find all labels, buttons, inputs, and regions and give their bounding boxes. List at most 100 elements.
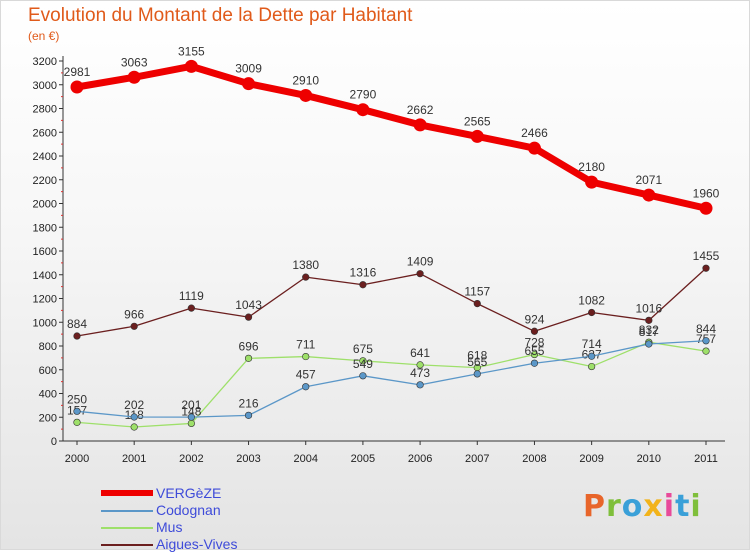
data-label: 549: [353, 357, 373, 371]
chart-title: Evolution du Montant de la Dette par Hab…: [28, 5, 413, 26]
data-point: [585, 175, 599, 189]
data-point: [244, 354, 253, 362]
data-label: 2180: [578, 160, 605, 174]
data-point: [473, 300, 481, 308]
data-label: 714: [582, 337, 602, 351]
data-label: 2565: [464, 114, 491, 128]
x-tick-label: 2005: [351, 453, 375, 465]
series-line: [76, 340, 707, 418]
data-point: [73, 407, 81, 415]
data-point: [416, 270, 424, 278]
y-tick-label: 1600: [33, 246, 57, 258]
y-tick-label: 2000: [33, 199, 57, 211]
x-tick-label: 2008: [522, 453, 546, 465]
data-label: 966: [124, 307, 144, 321]
logo-letter: r: [606, 489, 622, 524]
data-point: [302, 352, 310, 361]
data-point: [588, 352, 596, 360]
legend-label: VERGèZE: [156, 485, 222, 501]
data-label: 844: [696, 322, 716, 336]
data-point: [642, 188, 656, 202]
data-label: 3155: [178, 44, 205, 58]
data-point: [244, 313, 253, 321]
x-tick-label: 2004: [293, 453, 317, 465]
data-point: [470, 129, 484, 143]
data-point: [699, 201, 713, 215]
data-point: [70, 80, 84, 94]
data-point: [702, 264, 710, 272]
data-label: 3063: [121, 55, 148, 69]
logo-letter: o: [621, 489, 644, 524]
data-label: 711: [296, 338, 315, 352]
series-line: [76, 62, 707, 212]
data-point: [242, 77, 256, 91]
data-label: 216: [239, 396, 259, 410]
y-tick-label: 3200: [33, 56, 57, 68]
data-label: 1157: [464, 285, 490, 299]
data-label: 1016: [635, 301, 662, 315]
y-tick-label: 1200: [33, 294, 57, 306]
y-tick-label: 2600: [33, 127, 57, 139]
y-tick-label: 2200: [33, 175, 57, 187]
data-label: 618: [467, 349, 487, 363]
data-label: 832: [639, 323, 659, 337]
legend-swatch: [101, 544, 153, 546]
data-point: [302, 383, 310, 391]
data-point: [73, 418, 81, 426]
data-label: 250: [67, 392, 87, 406]
data-label: 148: [181, 404, 201, 418]
data-point: [473, 370, 481, 378]
data-label: 1960: [693, 186, 720, 200]
y-tick-label: 1000: [33, 317, 57, 329]
data-label: 2662: [407, 103, 434, 117]
data-label: 1455: [693, 249, 720, 263]
logo-letter: t: [675, 489, 691, 524]
data-label: 696: [239, 339, 259, 353]
data-point: [359, 357, 367, 365]
data-point: [356, 103, 370, 117]
data-point: [527, 141, 541, 155]
data-label: 457: [296, 368, 316, 382]
y-tick-label: 600: [39, 365, 57, 377]
x-tick-label: 2011: [694, 453, 718, 465]
data-label: 202: [124, 398, 144, 412]
data-label: 728: [524, 336, 544, 350]
x-tick-label: 2007: [465, 453, 489, 465]
legend-label: Mus: [156, 519, 183, 535]
data-point: [187, 304, 195, 312]
data-label: 473: [410, 366, 430, 380]
data-label: 2466: [521, 126, 548, 140]
data-point: [359, 281, 367, 289]
y-tick-label: 200: [39, 412, 57, 424]
data-point: [530, 359, 539, 367]
legend-label: Aigues-Vives: [156, 536, 238, 552]
data-point: [359, 372, 367, 380]
logo-letter: i: [663, 489, 676, 524]
data-label: 2071: [635, 173, 662, 187]
data-label: 1119: [179, 289, 204, 303]
data-point: [645, 316, 653, 324]
data-label: 3009: [235, 62, 262, 76]
y-tick-label: 1800: [33, 222, 57, 234]
series-line: [76, 267, 707, 337]
x-tick-label: 2003: [236, 453, 260, 465]
logo-letter: P: [583, 489, 606, 524]
data-label: 675: [353, 342, 373, 356]
data-point: [127, 70, 141, 84]
legend-label: Codognan: [156, 502, 221, 518]
data-point: [530, 327, 539, 335]
data-point: [416, 361, 424, 369]
logo-letter: x: [643, 489, 664, 524]
data-point: [416, 381, 424, 389]
data-point: [588, 362, 596, 371]
legend-swatch: [101, 527, 153, 529]
data-point: [413, 118, 427, 132]
data-point: [244, 411, 253, 419]
y-tick-label: 3000: [33, 80, 57, 92]
data-point: [702, 347, 710, 355]
legend-swatch: [101, 510, 153, 512]
data-label: 1043: [235, 298, 262, 312]
logo-letter: i: [690, 489, 702, 524]
data-point: [302, 273, 310, 281]
